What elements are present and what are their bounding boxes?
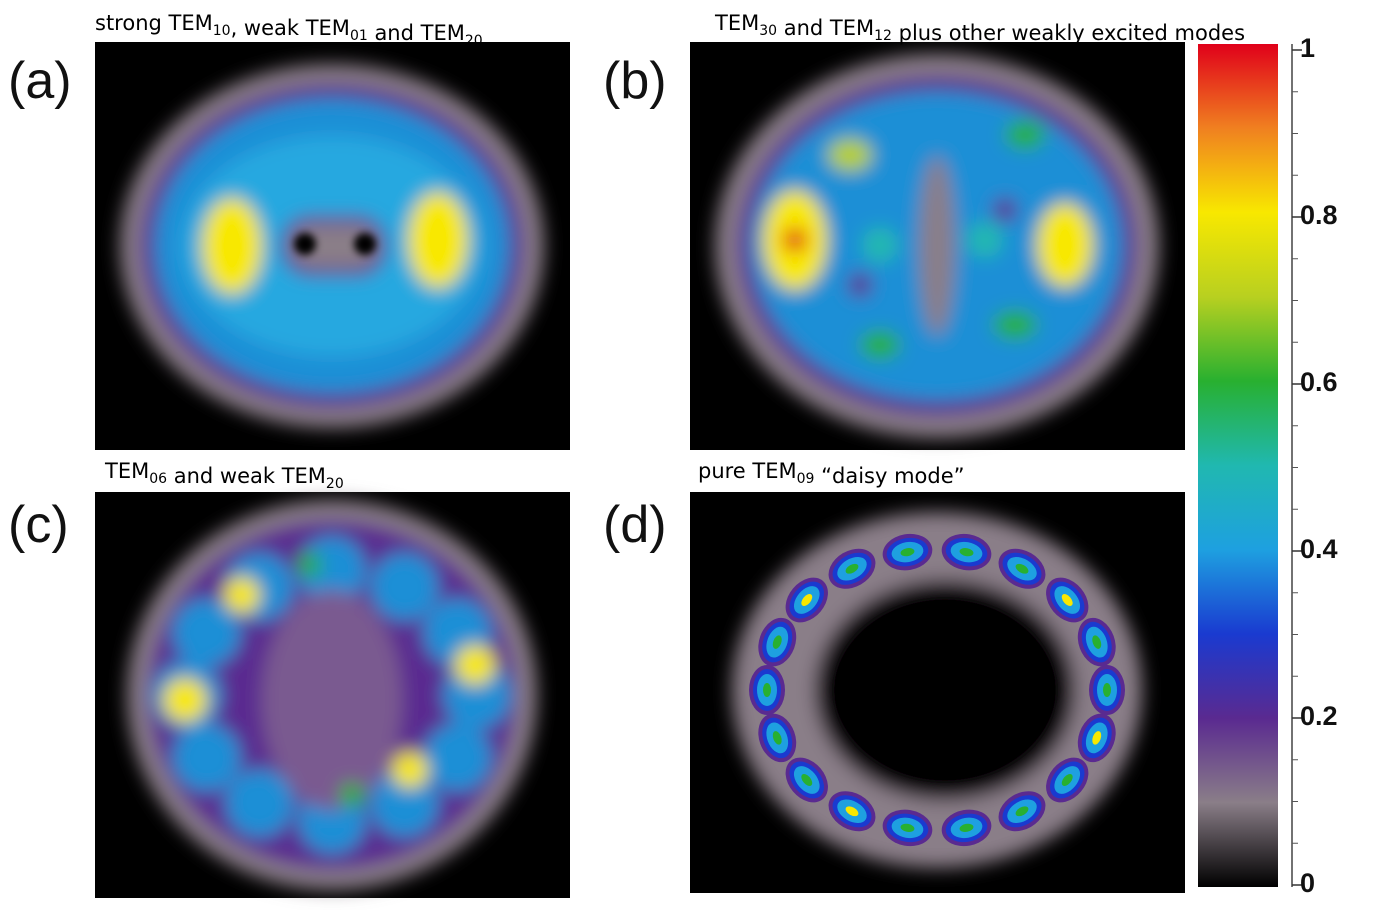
caption-subscript: 09	[797, 471, 815, 487]
colorbar	[1198, 44, 1278, 887]
panel-image	[95, 42, 570, 450]
caption-subscript: 20	[326, 476, 344, 492]
panel-caption: pure TEM09 “daisy mode”	[698, 459, 965, 488]
caption-text: , weak TEM	[231, 16, 350, 40]
panel-label: (c)	[8, 496, 69, 554]
figure: (a)strong TEM10, weak TEM01 and TEM20(b)…	[0, 0, 1375, 910]
tick-label: 0.4	[1300, 534, 1338, 564]
tick-label: 0	[1300, 868, 1315, 898]
panel-caption: TEM30 and TEM12 plus other weakly excite…	[714, 11, 1245, 45]
caption-subscript: 30	[759, 23, 777, 39]
caption-text: and TEM	[777, 16, 874, 40]
panel-caption: TEM06 and weak TEM20	[104, 459, 344, 492]
panel-label: (a)	[8, 52, 72, 110]
caption-subscript: 01	[350, 28, 368, 44]
caption-text: strong TEM	[95, 11, 213, 35]
caption-subscript: 10	[213, 23, 231, 39]
caption-subscript: 06	[149, 471, 167, 487]
caption-text: TEM	[104, 459, 149, 483]
caption-text: plus other weakly excited modes	[892, 21, 1245, 45]
caption-subscript: 20	[465, 33, 483, 49]
panel-image	[690, 42, 1185, 450]
tick-label: 0.2	[1300, 701, 1338, 731]
caption-text: pure TEM	[698, 459, 797, 483]
caption-text: “daisy mode”	[814, 464, 964, 488]
caption-text: and TEM	[368, 21, 465, 45]
panel-label: (b)	[603, 52, 667, 110]
tick-label: 0.6	[1300, 367, 1338, 397]
panel-label: (d)	[603, 496, 667, 554]
caption-text: and weak TEM	[167, 464, 326, 488]
caption-subscript: 12	[874, 28, 892, 44]
tick-label: 0.8	[1300, 200, 1338, 230]
panel-image	[95, 492, 570, 898]
tick-label: 1	[1300, 33, 1315, 63]
panel-image	[690, 492, 1185, 893]
caption-text: TEM	[714, 11, 759, 35]
